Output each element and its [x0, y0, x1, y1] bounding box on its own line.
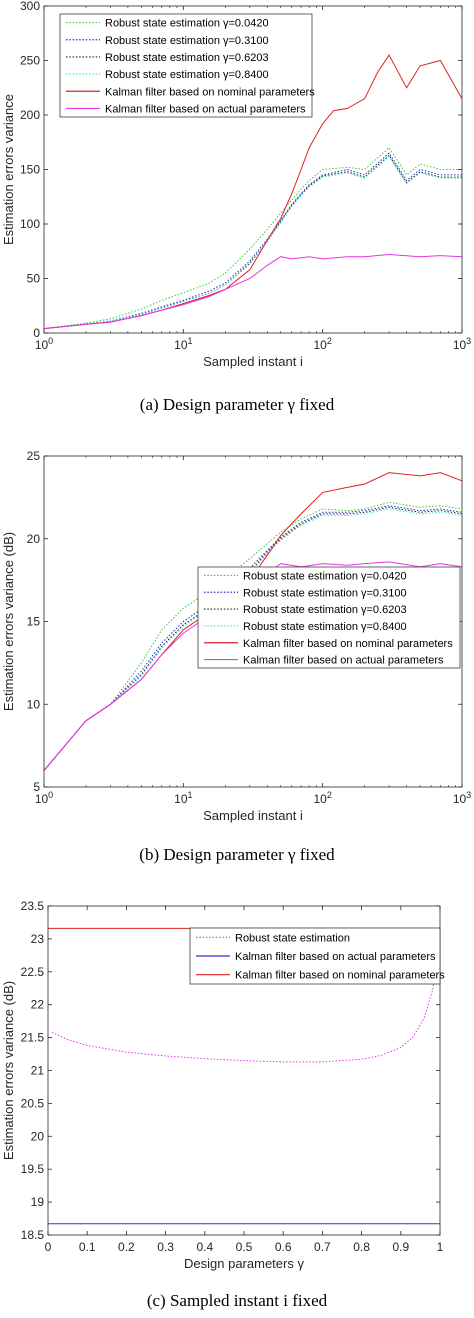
series-line-2 — [43, 152, 462, 330]
y-tick-label: 15 — [27, 615, 41, 629]
y-tick-label: 19.5 — [21, 1162, 45, 1176]
legend-entry-3: Robust state estimation γ=0.6203 — [105, 52, 269, 64]
x-tick-label: 103 — [453, 336, 471, 352]
x-axis-label: Sampled instant i — [203, 808, 303, 823]
x-tick-label: 0.9 — [392, 1240, 409, 1254]
x-tick-label: 101 — [174, 790, 192, 806]
x-axis-label: Design parameters γ — [184, 1256, 304, 1271]
legend-entry-2: Robust state estimation γ=0.3100 — [105, 35, 269, 47]
series-line-1 — [43, 501, 463, 771]
legend: Robust state estimation Kalman filter bas… — [189, 927, 445, 985]
x-tick-label: 0.2 — [118, 1240, 135, 1254]
legend-box — [59, 13, 313, 118]
y-axis-label: Estimation errors variance — [1, 94, 16, 245]
y-tick-label: 23 — [31, 932, 45, 946]
x-tick-label: 0.4 — [196, 1240, 213, 1254]
y-tick-label: 20.5 — [21, 1096, 45, 1110]
legend-entry-4: Robust state estimation γ=0.8400 — [243, 621, 407, 633]
y-tick-label: 200 — [20, 108, 40, 122]
chart-b: 100 101 102 103 5 10 15 20 25 Sampled instant i Es… — [1, 449, 471, 864]
legend-entry-3: Robust state estimation γ=0.6203 — [243, 604, 407, 616]
series-line-2 — [43, 505, 463, 771]
x-tick-label: 0.1 — [79, 1240, 96, 1254]
chart-c: 0 0.1 0.2 0.3 0.4 0.5 0.6 0.7 0.8 0.9 1 18.5 19 19.5 2… — [1, 899, 445, 1310]
y-tick-label: 22 — [31, 998, 45, 1012]
y-tick-label: 20 — [27, 532, 41, 546]
y-tick-label: 21 — [31, 1064, 45, 1078]
chart-a: 100 101 102 103 0 50 100 150 200 250 300 Sampled in… — [1, 0, 471, 414]
y-axis-label: Estimation errors variance (dB) — [1, 981, 16, 1160]
x-tick-label: 101 — [174, 336, 192, 352]
x-tick-label: 103 — [453, 790, 471, 806]
series-line-1 — [51, 948, 441, 1063]
y-tick-label: 150 — [20, 163, 40, 177]
legend-entry-1: Robust state estimation — [235, 932, 350, 944]
y-tick-label: 300 — [20, 0, 40, 13]
y-tick-label: 20 — [31, 1129, 45, 1143]
x-tick-label: 0.3 — [157, 1240, 174, 1254]
legend: Robust state estimation γ=0.0420 Robust s… — [197, 566, 461, 669]
legend-entry-5: Kalman filter based on nominal parameter… — [105, 86, 315, 98]
legend-box — [197, 566, 461, 669]
legend: Robust state estimation γ=0.0420 Robust s… — [59, 13, 315, 118]
legend-entry-6: Kalman filter based on actual parameters — [243, 655, 444, 667]
series-line-6 — [43, 253, 463, 330]
legend-entry-6: Kalman filter based on actual parameters — [105, 103, 306, 115]
x-tick-label: 0.8 — [353, 1240, 370, 1254]
figure-caption: (b) Design parameter γ fixed — [139, 845, 335, 864]
x-tick-label: 100 — [35, 790, 53, 806]
legend-entry-3: Kalman filter based on nominal parameter… — [235, 970, 445, 982]
x-tick-label: 102 — [313, 336, 331, 352]
x-tick-label: 1 — [437, 1240, 444, 1254]
figure-caption: (c) Sampled instant i fixed — [147, 1291, 328, 1310]
x-tick-label: 100 — [35, 336, 53, 352]
y-tick-label: 18.5 — [21, 1228, 45, 1242]
x-tick-label: 102 — [313, 790, 331, 806]
x-axis-label: Sampled instant i — [203, 354, 303, 369]
y-tick-label: 50 — [27, 272, 41, 286]
series-line-4 — [43, 508, 463, 771]
legend-entry-2: Robust state estimation γ=0.3100 — [243, 587, 407, 599]
y-axis-label: Estimation errors variance (dB) — [1, 532, 16, 711]
y-tick-label: 21.5 — [21, 1031, 45, 1045]
series-group — [43, 54, 463, 330]
series-line-4 — [43, 155, 462, 330]
x-tick-label: 0.7 — [314, 1240, 331, 1254]
legend-box — [189, 927, 441, 985]
legend-entry-4: Robust state estimation γ=0.8400 — [105, 69, 269, 81]
legend-entry-2: Kalman filter based on actual parameters — [235, 951, 436, 963]
y-tick-label: 25 — [27, 449, 41, 463]
y-tick-label: 19 — [31, 1195, 45, 1209]
x-tick-label: 0.5 — [236, 1240, 253, 1254]
figure-caption: (a) Design parameter γ fixed — [140, 395, 335, 414]
y-tick-label: 10 — [27, 697, 41, 711]
x-tick-label: 0.6 — [275, 1240, 292, 1254]
legend-entry-5: Kalman filter based on nominal parameter… — [243, 638, 453, 650]
y-tick-label: 0 — [33, 326, 40, 340]
y-tick-label: 23.5 — [21, 899, 45, 913]
y-tick-label: 5 — [33, 780, 40, 794]
legend-entry-1: Robust state estimation γ=0.0420 — [243, 570, 407, 582]
legend-entry-1: Robust state estimation γ=0.0420 — [105, 18, 269, 30]
y-tick-label: 250 — [20, 54, 40, 68]
x-tick-label: 0 — [45, 1240, 52, 1254]
series-line-3 — [43, 506, 463, 771]
y-tick-label: 100 — [20, 217, 40, 231]
y-tick-label: 22.5 — [21, 965, 45, 979]
